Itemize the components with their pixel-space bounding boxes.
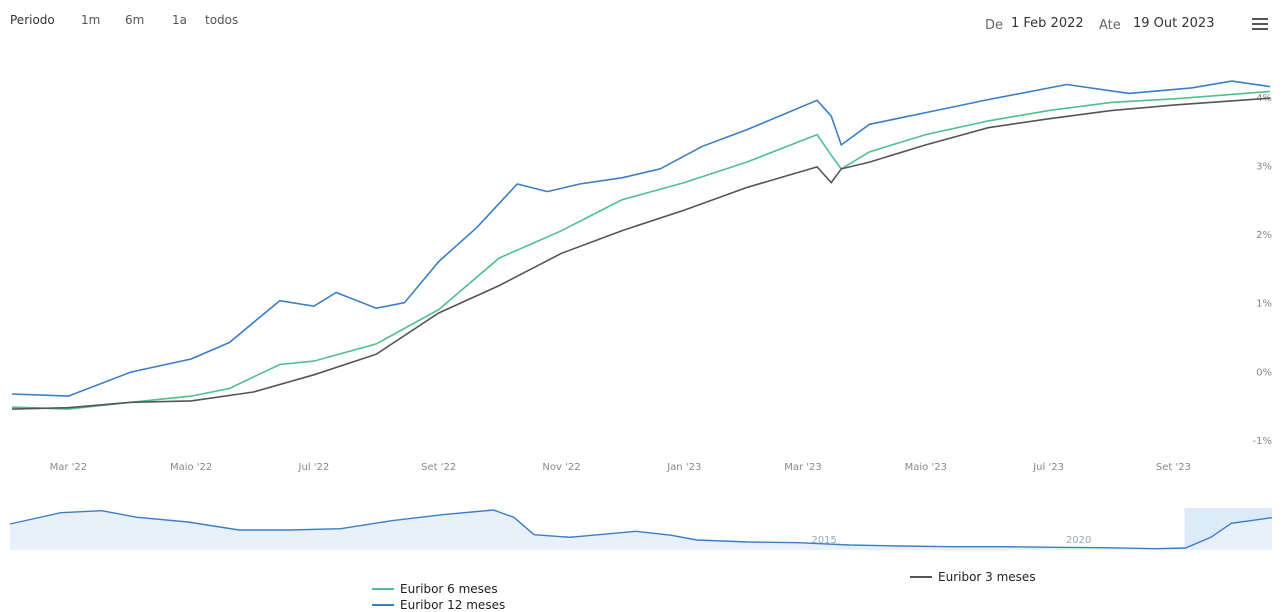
y-tick-label: 2% bbox=[1256, 230, 1272, 241]
main-chart: -1%0%1%2%3%4% Mar '22 Maio '22 Jul '22 Set … bbox=[11, 80, 1272, 473]
range-button-todos[interactable]: todos bbox=[205, 13, 239, 27]
legend-label-3m: Euribor 3 meses bbox=[938, 570, 1036, 584]
range-button-1m[interactable]: 1m bbox=[81, 13, 101, 27]
legend-item-euribor-12m[interactable]: Euribor 12 meses bbox=[372, 598, 505, 612]
navigator-line bbox=[9, 509, 1273, 550]
legend-item-euribor-6m[interactable]: Euribor 6 meses bbox=[372, 582, 498, 596]
legend-label-6m: Euribor 6 meses bbox=[400, 582, 498, 596]
navigator-area bbox=[10, 510, 1272, 550]
legend-swatch-6m bbox=[372, 588, 394, 590]
legend-swatch-3m bbox=[910, 576, 932, 578]
toolbar: Periodo 1m 6m 1a todos De 1 Feb 2022 Ate… bbox=[0, 0, 1285, 48]
x-tick-label: Jan '23 bbox=[666, 462, 701, 473]
series-line-euribor-6-meses[interactable] bbox=[11, 90, 1271, 410]
hamburger-menu-icon[interactable] bbox=[1252, 18, 1268, 32]
x-tick-label: Jul '22 bbox=[298, 462, 330, 473]
x-tick-label: Maio '22 bbox=[170, 462, 212, 473]
x-tick-label: Nov '22 bbox=[542, 462, 580, 473]
date-to-label: Ate bbox=[1099, 18, 1121, 33]
y-tick-label: -1% bbox=[1253, 436, 1272, 447]
y-tick-label: 3% bbox=[1256, 161, 1272, 172]
legend-item-euribor-3m[interactable]: Euribor 3 meses bbox=[910, 570, 1036, 584]
x-tick-label: Set '22 bbox=[421, 462, 456, 473]
legend-swatch-12m bbox=[372, 604, 394, 606]
legend: Euribor 6 meses Euribor 12 meses Euribor… bbox=[0, 568, 1285, 612]
navigator-chart[interactable]: 20002005201020152020 bbox=[0, 505, 1285, 565]
x-tick-label: Maio '23 bbox=[905, 462, 947, 473]
y-tick-label: 0% bbox=[1256, 367, 1272, 378]
navigator-tick-label: 2015 bbox=[811, 535, 836, 546]
x-tick-label: Set '23 bbox=[1156, 462, 1191, 473]
date-to-input[interactable]: 19 Out 2023 bbox=[1133, 16, 1215, 31]
range-selector-label: Periodo bbox=[10, 13, 55, 27]
navigator-tick-label: 2020 bbox=[1066, 535, 1091, 546]
date-from-input[interactable]: 1 Feb 2022 bbox=[1011, 16, 1084, 31]
range-button-6m[interactable]: 6m bbox=[125, 13, 145, 27]
series-line-euribor-3-meses[interactable] bbox=[11, 97, 1271, 410]
range-button-1a[interactable]: 1a bbox=[172, 13, 187, 27]
y-tick-label: 1% bbox=[1256, 299, 1272, 310]
x-tick-label: Jul '23 bbox=[1032, 462, 1064, 473]
legend-label-12m: Euribor 12 meses bbox=[400, 598, 506, 612]
date-from-label: De bbox=[985, 18, 1004, 33]
series-line-euribor-12-meses[interactable] bbox=[11, 80, 1271, 397]
x-tick-label: Mar '23 bbox=[784, 462, 822, 473]
x-tick-label: Mar '22 bbox=[50, 462, 88, 473]
